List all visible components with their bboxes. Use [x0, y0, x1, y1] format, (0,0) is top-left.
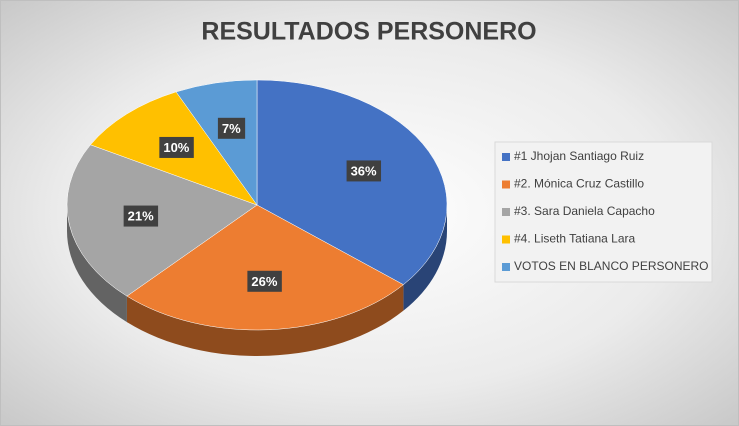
slice [66, 144, 258, 297]
legend [494, 141, 713, 283]
legend-label: #1 Jhojan Santiago Ruiz [514, 149, 644, 163]
legend-swatch [502, 153, 510, 161]
data-label-box [217, 117, 246, 139]
slice [175, 79, 258, 206]
slice-side [67, 205, 127, 323]
legend-swatch [502, 180, 510, 189]
legend-label: #4. Liseth Tatiana Lara [514, 232, 636, 246]
data-label: 21% [128, 209, 154, 224]
data-label-box [159, 136, 194, 158]
legend-label: #2. Mónica Cruz Castillo [514, 177, 644, 191]
data-label: 7% [222, 121, 241, 136]
slice-side [403, 205, 447, 311]
slice [256, 79, 448, 285]
data-label-box [123, 205, 159, 227]
legend-swatch [502, 208, 510, 216]
legend-swatch [502, 235, 510, 244]
data-label: 10% [163, 140, 189, 155]
chart-title: RESULTADOS PERSONERO [201, 18, 536, 46]
data-label-box [346, 160, 382, 182]
legend-label: VOTOS EN BLANCO PERSONERO [514, 259, 709, 273]
data-label: 26% [251, 274, 277, 289]
legend-label: #3. Sara Daniela Capacho [514, 204, 655, 218]
legend-swatch [502, 263, 510, 271]
data-label: 36% [351, 163, 377, 178]
slice-side [126, 284, 404, 357]
data-label-box [247, 270, 282, 292]
slice [126, 204, 404, 331]
